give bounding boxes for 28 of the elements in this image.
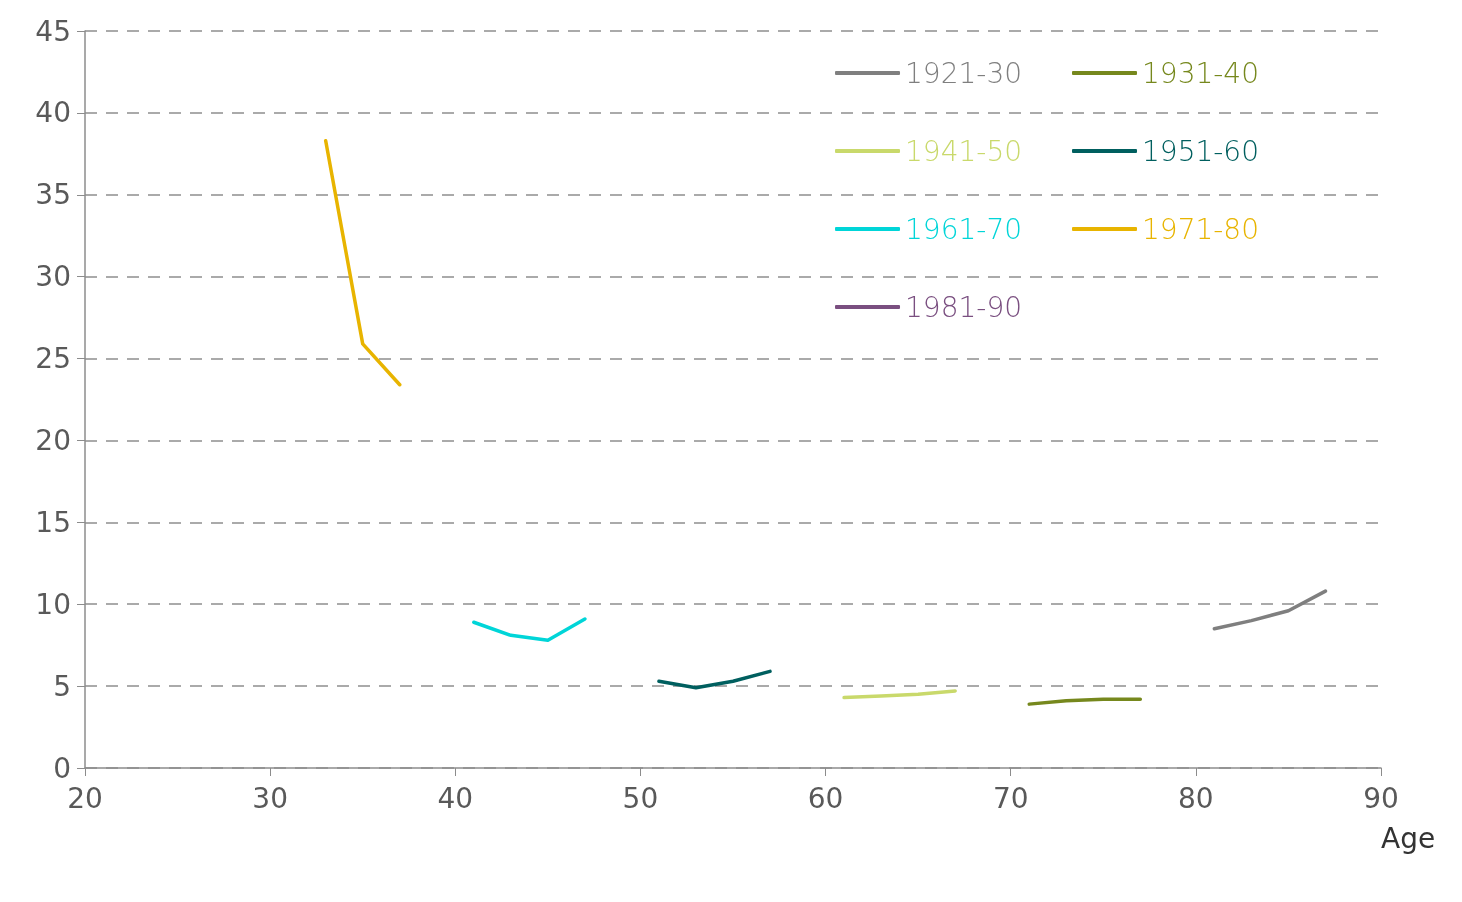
y-tick-label: 30 xyxy=(35,260,71,294)
legend-label: 1921-30 xyxy=(905,56,1023,90)
line-series xyxy=(472,617,587,642)
y-tick-label: 15 xyxy=(35,505,71,539)
y-tick-label: 45 xyxy=(35,14,71,48)
y-tick-label: 25 xyxy=(35,342,71,376)
legend-label: 1941-50 xyxy=(905,134,1023,168)
x-tick-label: 30 xyxy=(252,781,288,815)
y-tick-label: 40 xyxy=(35,96,71,130)
y-tick-label: 5 xyxy=(53,669,71,703)
x-tick-label: 70 xyxy=(992,781,1029,815)
y-tick-label: 35 xyxy=(35,178,71,212)
x-tick-label: 50 xyxy=(622,781,659,815)
legend-label: 1961-70 xyxy=(905,212,1023,246)
x-axis-title: Age xyxy=(1381,821,1436,855)
y-tick-label: 10 xyxy=(35,587,71,621)
line-series xyxy=(842,689,957,700)
legend-label: 1951-60 xyxy=(1142,134,1260,168)
y-tick-label: 0 xyxy=(53,751,71,785)
legend-label: 1931-40 xyxy=(1142,56,1260,90)
line-series xyxy=(1212,589,1328,631)
x-tick-label: 40 xyxy=(437,781,474,815)
y-tick-label: 20 xyxy=(35,423,71,457)
x-tick-label: 60 xyxy=(807,781,844,815)
x-tick-label: 90 xyxy=(1363,781,1399,815)
x-tick-label: 80 xyxy=(1178,781,1214,815)
legend-label: 1981-90 xyxy=(905,290,1023,324)
legend-label: 1971-80 xyxy=(1142,212,1260,246)
